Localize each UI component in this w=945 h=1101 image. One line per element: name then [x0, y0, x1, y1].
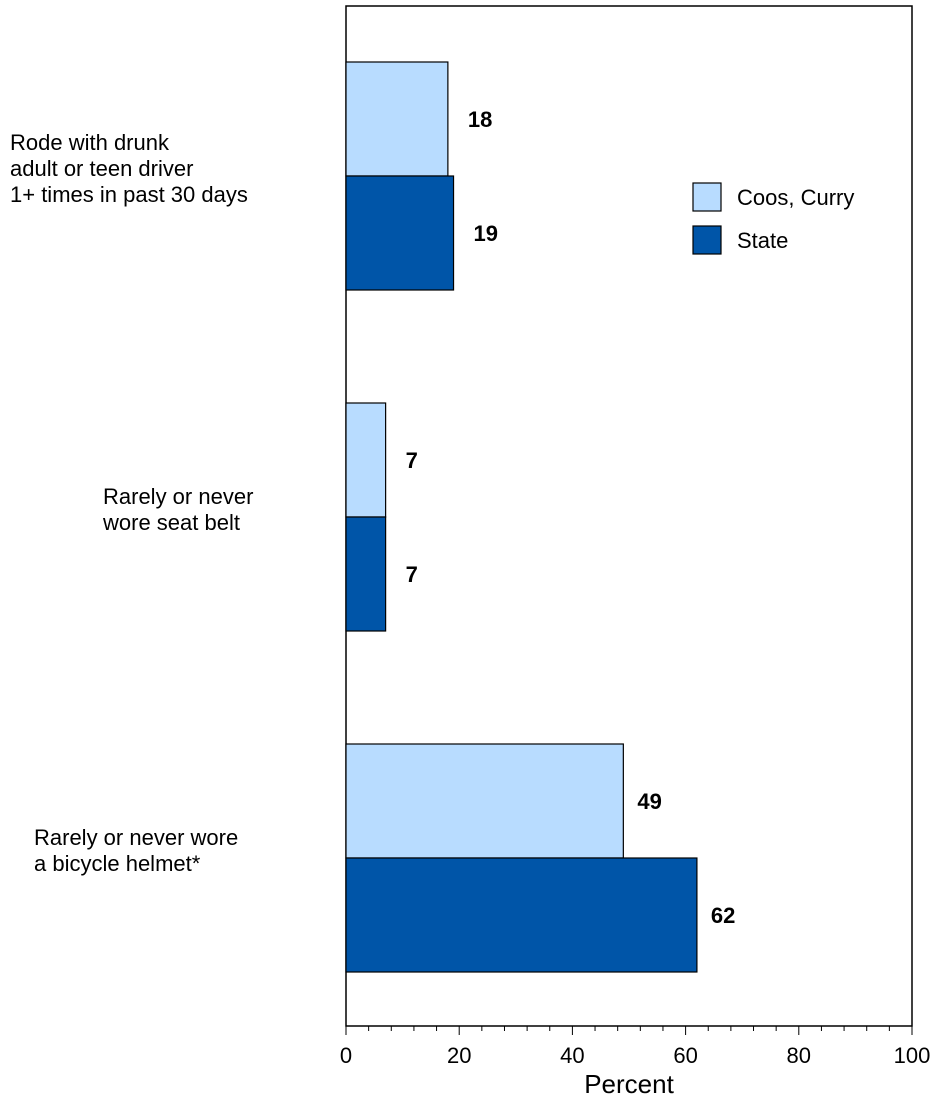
x-tick-label: 80	[787, 1043, 811, 1068]
category-label-line: Rarely or never	[103, 484, 253, 509]
value-label: 62	[711, 903, 735, 928]
category-label: Rode with drunk adult or teen driver 1+ ti…	[10, 130, 248, 207]
bar-state-1	[345, 516, 387, 632]
bar-state-0	[345, 175, 455, 291]
category-label-line: Rode with drunk	[10, 130, 170, 155]
legend: Coos, Curry State	[692, 182, 854, 255]
bar-coos-curry-2	[345, 743, 624, 859]
legend-label: State	[737, 228, 788, 253]
value-label: 19	[474, 221, 498, 246]
x-tick-label: 100	[894, 1043, 931, 1068]
value-labels-group: 18 19 7 7 49 62	[406, 107, 736, 928]
value-label: 7	[406, 448, 418, 473]
bar-state-2	[345, 857, 698, 973]
category-label-line: Rarely or never wore	[34, 825, 238, 850]
category-label-line: a bicycle helmet*	[34, 851, 201, 876]
bar-coos-curry-1	[345, 402, 387, 518]
bars-group	[345, 61, 698, 973]
x-tick-label: 0	[340, 1043, 352, 1068]
value-label: 18	[468, 107, 492, 132]
legend-swatch-coos-curry	[692, 182, 722, 212]
category-label-line: wore seat belt	[102, 510, 240, 535]
legend-label: Coos, Curry	[737, 185, 854, 210]
x-tick-label: 40	[560, 1043, 584, 1068]
x-axis-title: Percent	[584, 1069, 674, 1099]
x-axis-ticks: 0 20 40 60 80 100	[340, 1026, 930, 1068]
legend-swatch-state	[692, 225, 722, 255]
category-label-line: adult or teen driver	[10, 156, 193, 181]
bar-coos-curry-0	[345, 61, 449, 177]
x-tick-label: 60	[673, 1043, 697, 1068]
category-label: Rarely or never wore a bicycle helmet*	[34, 825, 238, 876]
category-labels-group: Rode with drunk adult or teen driver 1+ ti…	[10, 130, 253, 876]
category-label-line: 1+ times in past 30 days	[10, 182, 248, 207]
category-label: Rarely or never wore seat belt	[102, 484, 253, 535]
x-tick-label: 20	[447, 1043, 471, 1068]
value-label: 49	[637, 789, 661, 814]
value-label: 7	[406, 562, 418, 587]
